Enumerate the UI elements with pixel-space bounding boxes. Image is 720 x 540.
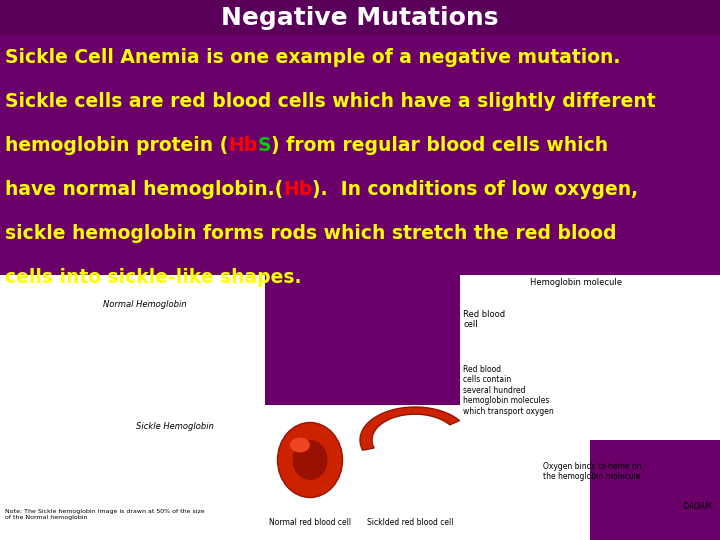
Text: Hemoglobin molecule: Hemoglobin molecule (530, 278, 622, 287)
Text: Sickle cells are red blood cells which have a slightly different: Sickle cells are red blood cells which h… (5, 92, 656, 111)
Ellipse shape (290, 437, 310, 453)
Text: sickle hemoglobin forms rods which stretch the red blood: sickle hemoglobin forms rods which stret… (5, 224, 616, 243)
Text: Sickle Hemoglobin: Sickle Hemoglobin (136, 422, 214, 431)
FancyBboxPatch shape (265, 405, 460, 540)
Text: Oxygen binds to heme on
the hemoglobin molecule: Oxygen binds to heme on the hemoglobin m… (543, 462, 642, 481)
Text: ©ADAM.: ©ADAM. (682, 502, 715, 511)
Text: cells into sickle-like shapes.: cells into sickle-like shapes. (5, 268, 302, 287)
Text: Hb: Hb (283, 180, 312, 199)
FancyBboxPatch shape (0, 0, 720, 35)
Ellipse shape (277, 422, 343, 497)
Text: S: S (258, 136, 271, 155)
Polygon shape (360, 407, 459, 450)
Text: hemoglobin protein (: hemoglobin protein ( (5, 136, 228, 155)
Text: have normal hemoglobin.(: have normal hemoglobin.( (5, 180, 283, 199)
Text: Red blood
cells contain
several hundred
hemoglobin molecules
which transport oxy: Red blood cells contain several hundred … (463, 365, 554, 416)
Text: ).  In conditions of low oxygen,: ). In conditions of low oxygen, (312, 180, 639, 199)
Ellipse shape (292, 440, 328, 480)
FancyBboxPatch shape (265, 275, 460, 405)
Text: Sickle Cell Anemia is one example of a negative mutation.: Sickle Cell Anemia is one example of a n… (5, 48, 621, 67)
Text: ) from regular blood cells which: ) from regular blood cells which (271, 136, 608, 155)
Text: Normal Hemoglobin: Normal Hemoglobin (103, 300, 186, 309)
FancyBboxPatch shape (460, 275, 720, 540)
Text: Negative Mutations: Negative Mutations (221, 6, 499, 30)
Text: Sicklded red blood cell: Sicklded red blood cell (366, 518, 454, 527)
Text: Normal red blood cell: Normal red blood cell (269, 518, 351, 527)
FancyBboxPatch shape (590, 440, 720, 540)
Text: Note: The Sickle hemoglobin Image is drawn at 50% of the size
of the Normal hemo: Note: The Sickle hemoglobin Image is dra… (5, 509, 204, 520)
Text: Hb: Hb (228, 136, 258, 155)
Text: Red blood
cell: Red blood cell (463, 310, 505, 329)
FancyBboxPatch shape (0, 275, 265, 540)
